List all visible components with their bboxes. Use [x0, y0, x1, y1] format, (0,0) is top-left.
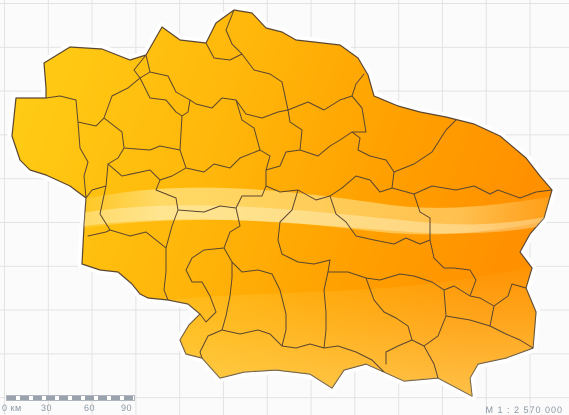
scale-ratio: М 1 : 2 570 000 [485, 405, 563, 415]
scale-bar [6, 395, 135, 401]
scale-label-90: 90 [121, 403, 133, 413]
scale-labels: 0 км 30 60 90 [2, 403, 142, 415]
scale-label-30: 30 [41, 403, 53, 413]
district-boundaries [45, 9, 553, 379]
scale-label-0: 0 км [2, 403, 22, 413]
scale-label-60: 60 [84, 403, 96, 413]
